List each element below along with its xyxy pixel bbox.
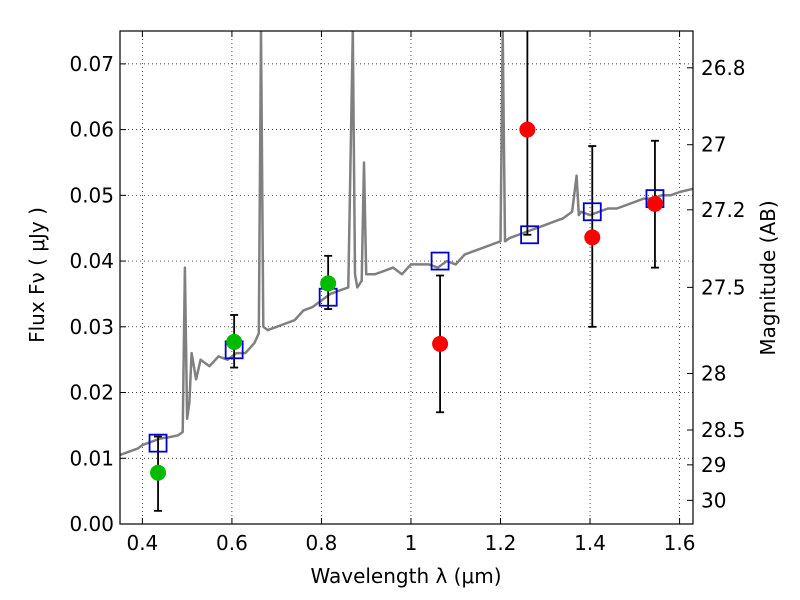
observed-point [646,195,663,212]
y-right-tick-label: 28.5 [701,418,746,442]
y-right-tick-label: 26.8 [701,56,746,80]
model-square-marker [582,202,602,222]
y-tick-label: 0.02 [69,381,114,405]
y-axis-label: Flux Fν ( μJy ) [25,207,49,343]
y-tick-label: 0.01 [69,446,114,470]
y-tick-label: 0.04 [69,249,114,273]
model-square-marker [148,433,168,453]
y-right-tick-label: 30 [701,488,726,512]
observed-point [150,464,167,481]
x-tick-label: 0.8 [306,531,338,555]
plot-layer [120,31,693,512]
observed-point [519,121,536,138]
y-tick-label: 0.07 [69,52,114,76]
plot-frame [119,30,694,525]
observed-point [320,275,337,292]
spectrum-line [120,31,693,457]
y-right-tick-label: 28 [701,361,726,385]
y-right-tick-label: 27.5 [701,275,746,299]
observed-point [584,229,601,246]
y-tick-label: 0.06 [69,118,114,142]
x-tick-label: 1.2 [485,531,517,555]
model-square-marker [430,251,450,271]
y-right-tick-label: 27 [701,133,726,157]
model-square-marker [520,225,540,245]
observed-point [226,333,243,350]
x-tick-label: 1 [405,531,418,555]
y-tick-label: 0.00 [69,512,114,536]
y-tick-label: 0.03 [69,315,114,339]
y-tick-label: 0.05 [69,183,114,207]
x-tick-label: 1.6 [664,531,696,555]
x-tick-label: 0.6 [216,531,248,555]
x-tick-label: 1.4 [574,531,606,555]
tick-layer: 0.4 0.6 0.8 1 1.2 1.4 1.6 0.00 0.01 0.02 0.03 0.04 0… [69,31,746,555]
y-axis-right-label: Magnitude (AB) [756,200,780,355]
x-tick-label: 0.4 [126,531,158,555]
y-right-tick-label: 29 [701,453,726,477]
observed-point [432,335,449,352]
y-right-tick-label: 27.2 [701,198,746,222]
x-axis-label: Wavelength λ (μm) [310,564,501,588]
